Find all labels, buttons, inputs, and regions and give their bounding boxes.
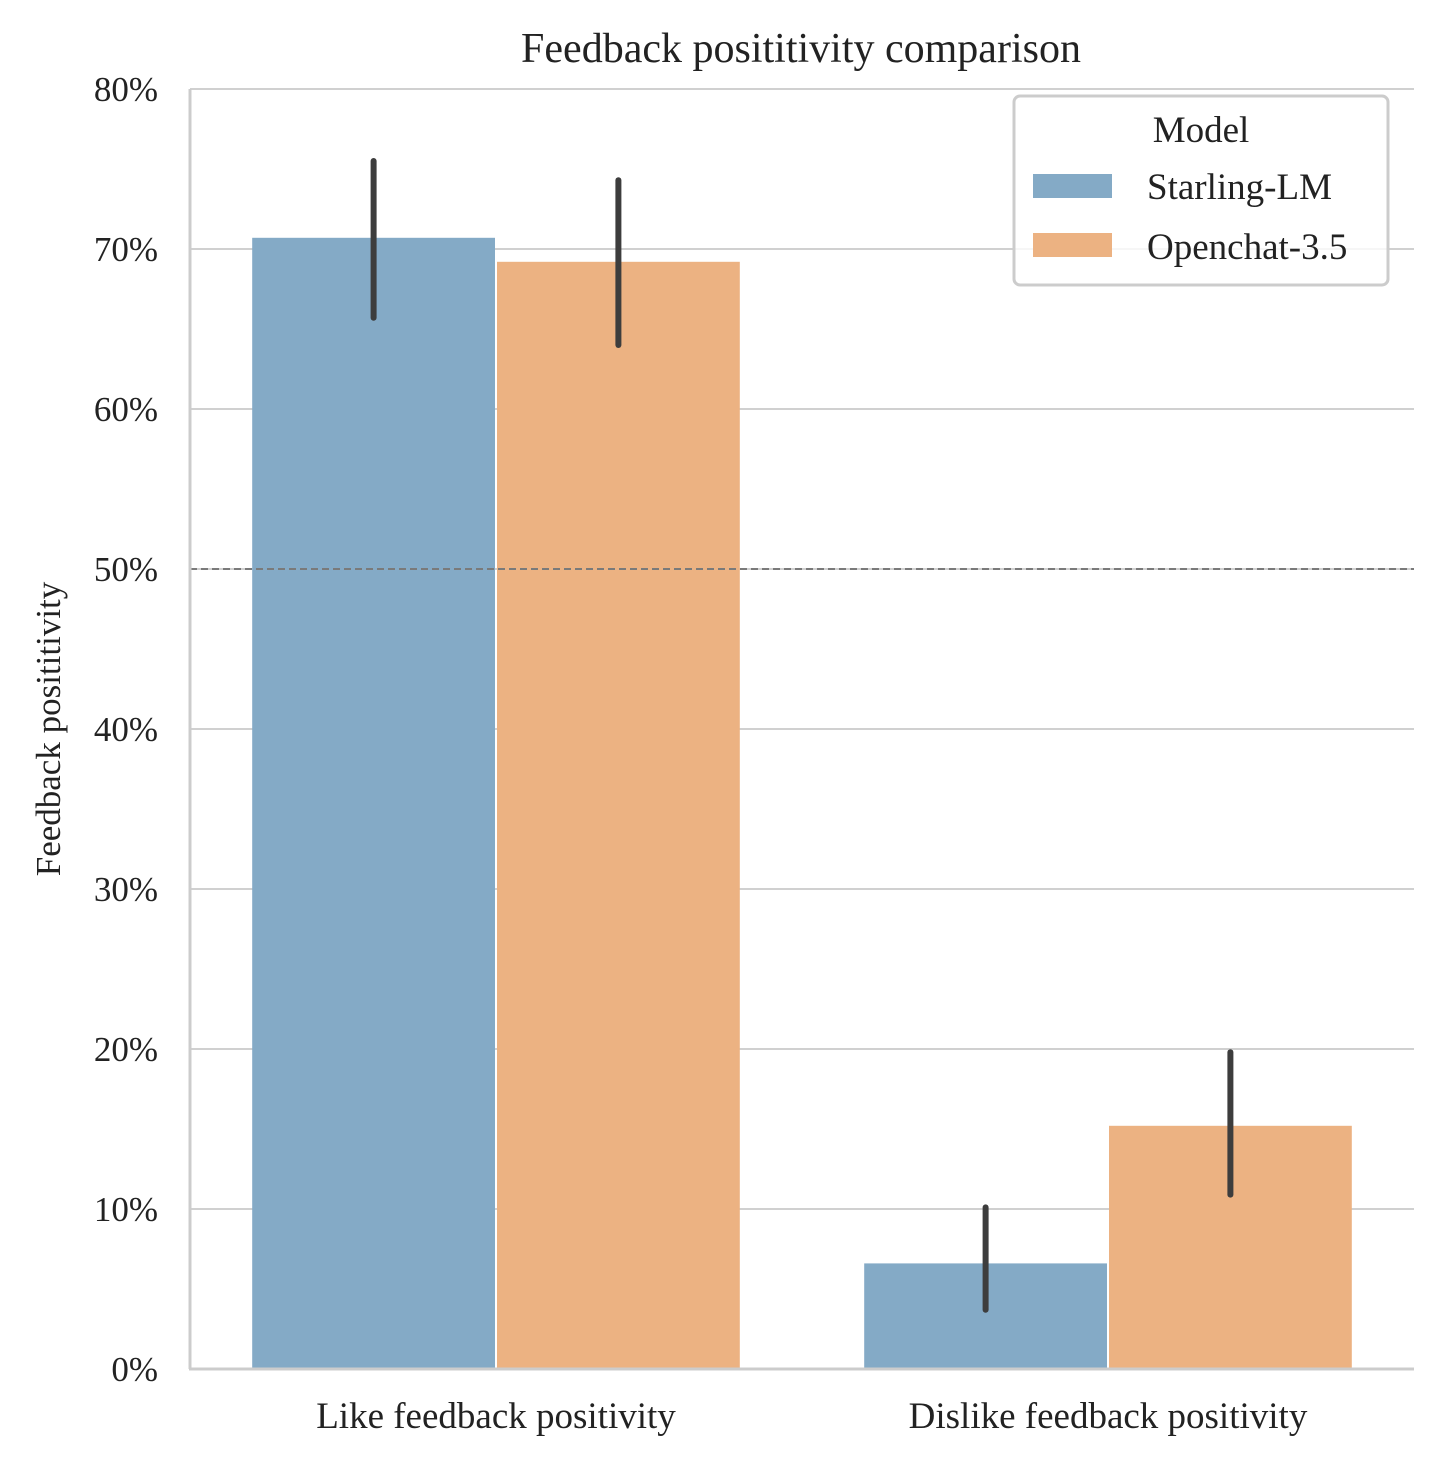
legend-label-starling: Starling-LM xyxy=(1147,167,1332,208)
legend-title: Model xyxy=(1153,110,1250,151)
legend: Model Starling-LM Openchat-3.5 xyxy=(1012,94,1390,287)
y-tick-label: 30% xyxy=(94,870,158,909)
error-bars xyxy=(370,158,1234,1313)
x-tick-label: Like feedback positivity xyxy=(316,1396,676,1437)
chart-title: Feedback posititivity comparison xyxy=(521,26,1081,72)
y-tick-label: 80% xyxy=(94,70,158,109)
tick-labels: 0% 10% 20% 30% 40% 50% 60% 70% 80% Like feedback … xyxy=(94,70,1308,1437)
axes xyxy=(188,89,1414,1371)
legend-label-openchat: Openchat-3.5 xyxy=(1147,227,1347,268)
y-axis-label: Feedback posititivity xyxy=(29,581,68,876)
legend-swatch-starling xyxy=(1033,174,1112,198)
x-tick-label: Dislike feedback positivity xyxy=(909,1396,1308,1437)
y-tick-label: 10% xyxy=(94,1190,158,1229)
bar-starling-lm-1 xyxy=(252,237,495,1369)
legend-swatch-openchat xyxy=(1033,233,1112,257)
y-tick-label: 60% xyxy=(94,390,158,429)
y-tick-label: 50% xyxy=(94,550,158,589)
y-tick-label: 0% xyxy=(111,1350,158,1389)
y-tick-label: 70% xyxy=(94,230,158,269)
bar-openchat-3-5-1 xyxy=(497,261,740,1369)
y-tick-label: 20% xyxy=(94,1030,158,1069)
bars xyxy=(252,237,1352,1369)
y-tick-label: 40% xyxy=(94,710,158,749)
